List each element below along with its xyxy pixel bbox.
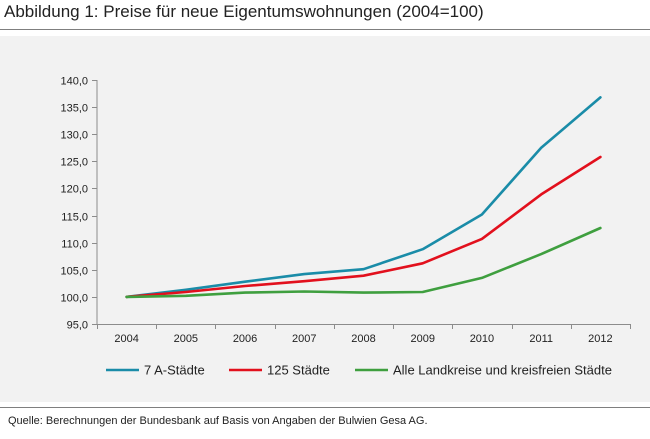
y-tick-label: 100,0 <box>60 293 88 305</box>
figure-title: Abbildung 1: Preise für neue Eigentumswo… <box>4 2 484 21</box>
chart-panel <box>0 36 650 402</box>
legend-item-0: 7 A-Städte <box>106 363 205 378</box>
y-tick-label: 130,0 <box>60 130 88 142</box>
x-tick-label: 2004 <box>114 333 138 345</box>
source-note: Quelle: Berechnungen der Bundesbank auf … <box>8 415 428 427</box>
y-tick-label: 120,0 <box>60 184 88 196</box>
x-tick-label: 2008 <box>351 333 375 345</box>
legend-label: 125 Städte <box>267 363 330 378</box>
y-tick-label: 95,0 <box>67 320 88 332</box>
x-axis: 2004 2005 2006 2007 2008 2009 2010 2011 2012 <box>97 324 631 345</box>
x-tick-label: 2007 <box>292 333 316 345</box>
x-tick-label: 2010 <box>470 333 494 345</box>
title-divider <box>0 29 650 30</box>
series-line-1 <box>125 155 602 299</box>
series-line-0 <box>125 96 602 299</box>
x-tick-label: 2006 <box>233 333 257 345</box>
x-tick-label: 2011 <box>529 333 553 345</box>
x-tick-label: 2005 <box>174 333 198 345</box>
legend-item-2: Alle Landkreise und kreisfreien Städte <box>355 363 612 378</box>
legend: 7 A-Städte 125 Städte Alle Landkreise und … <box>106 363 612 378</box>
y-tick-label: 125,0 <box>60 157 88 169</box>
y-tick-label: 115,0 <box>61 212 88 224</box>
legend-label: 7 A-Städte <box>144 363 205 378</box>
legend-label: Alle Landkreise und kreisfreien Städte <box>393 363 612 378</box>
y-tick-label: 140,0 <box>60 76 88 88</box>
footer-divider <box>0 407 650 408</box>
series-layer <box>125 96 602 299</box>
y-axis: 95,0 100,0 105,0 110,0 115,0 120,0 125,0 130,0 1… <box>60 76 98 332</box>
x-tick-label: 2012 <box>588 333 612 345</box>
y-tick-label: 110,0 <box>61 239 88 251</box>
legend-item-1: 125 Städte <box>229 363 330 378</box>
y-tick-label: 135,0 <box>60 103 88 115</box>
series-line-2 <box>125 226 602 299</box>
y-tick-label: 105,0 <box>60 266 88 278</box>
x-tick-label: 2009 <box>410 333 434 345</box>
